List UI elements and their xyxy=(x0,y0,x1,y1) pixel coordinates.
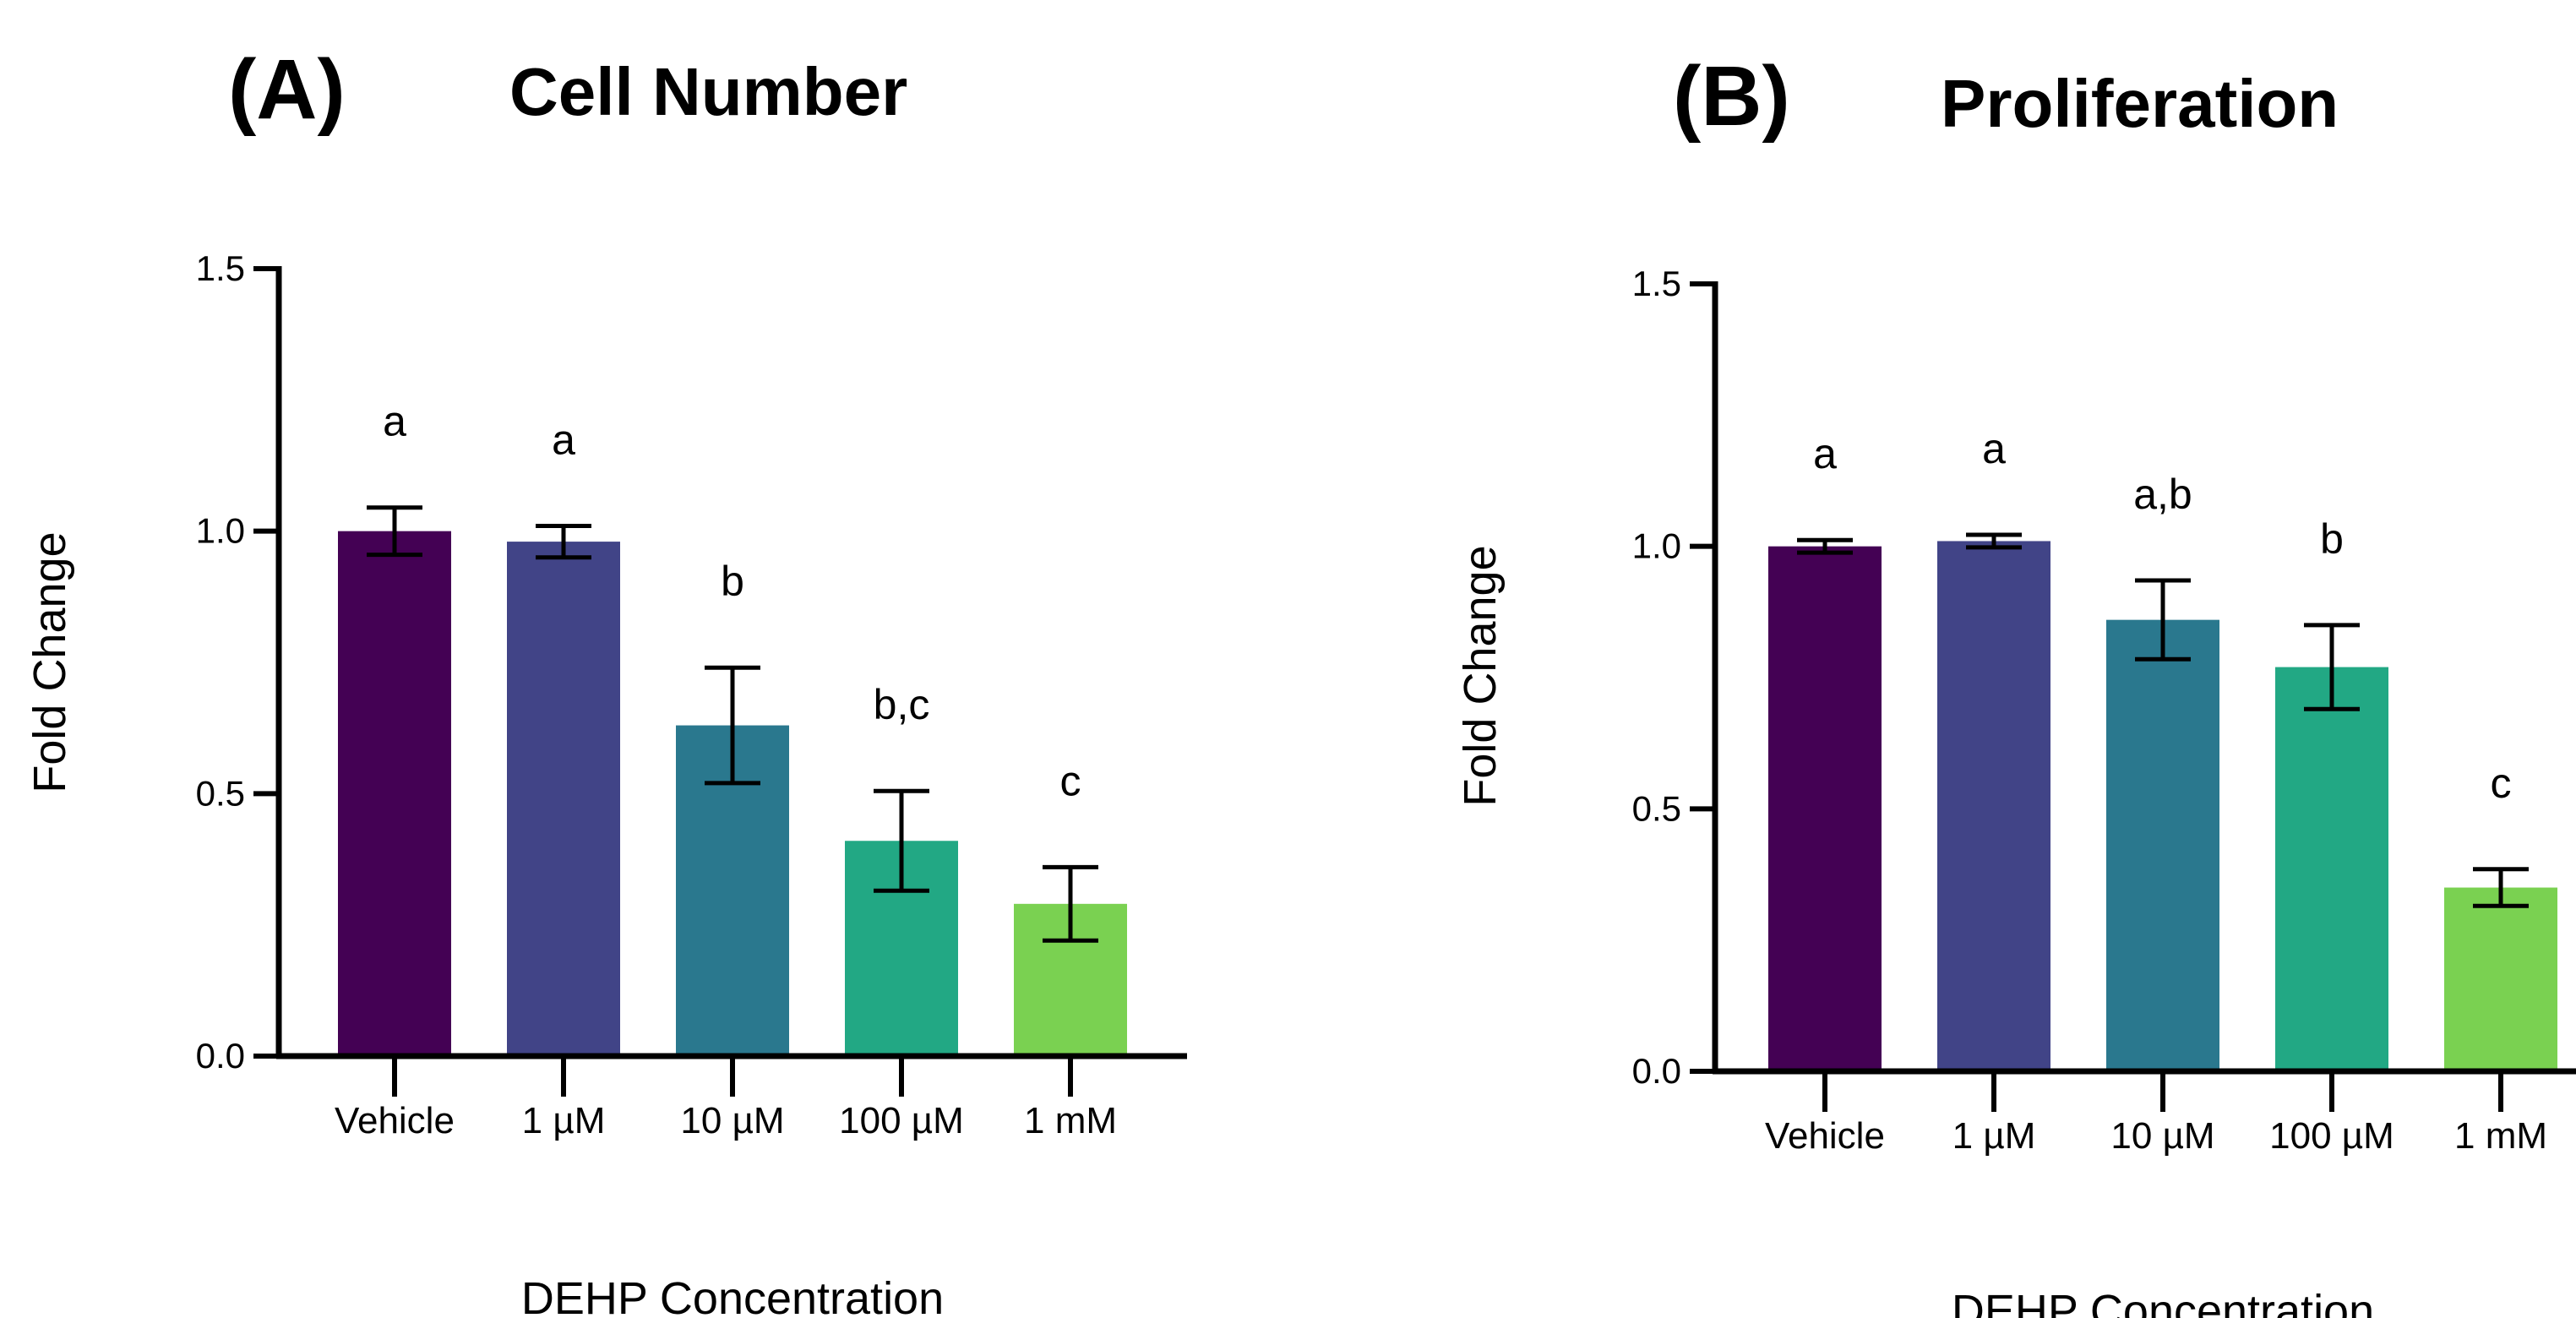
significance-label-3: b xyxy=(721,558,744,605)
x-tick-label-1: Vehicle xyxy=(1765,1115,1885,1157)
x-tick-label-2: 1 µM xyxy=(1952,1115,2036,1157)
bar-2 xyxy=(507,542,620,1056)
y-tick-label-2: 0.5 xyxy=(1632,788,1681,828)
significance-label-4: b,c xyxy=(874,681,930,728)
x-tick-label-4: 100 µM xyxy=(839,1100,964,1141)
panel-b: (B) Proliferation a Vehicle a 1 µM a,b 10 µM b 10… xyxy=(1455,49,2576,1318)
significance-label-2: a xyxy=(1982,425,2006,472)
y-tick-label-1: 0.0 xyxy=(1632,1051,1681,1091)
x-axis-title: DEHP Concentration xyxy=(521,1273,944,1318)
x-tick-label-3: 10 µM xyxy=(680,1100,784,1141)
panel-a: (A) Cell Number a Vehicle a 1 µM b 10 µM b,c 100 … xyxy=(25,42,1187,1318)
panel-label: (A) xyxy=(228,42,346,137)
y-tick-label-3: 1.0 xyxy=(1632,526,1681,566)
x-tick-label-3: 10 µM xyxy=(2110,1115,2214,1157)
x-tick-label-2: 1 µM xyxy=(522,1100,606,1141)
x-tick-label-5: 1 mM xyxy=(2454,1115,2547,1157)
bar-1 xyxy=(1768,546,1882,1071)
y-tick-label-3: 1.0 xyxy=(196,511,245,551)
bar-1 xyxy=(338,531,451,1056)
x-tick-label-1: Vehicle xyxy=(335,1100,455,1141)
y-axis-title: Fold Change xyxy=(25,531,75,792)
x-tick-label-5: 1 mM xyxy=(1024,1100,1117,1141)
y-tick-label-4: 1.5 xyxy=(196,248,245,288)
chart-title: Proliferation xyxy=(1941,66,2339,141)
y-axis-title: Fold Change xyxy=(1455,545,1506,806)
significance-label-2: a xyxy=(552,416,575,463)
bar-4 xyxy=(2275,667,2388,1071)
y-tick-label-4: 1.5 xyxy=(1632,264,1681,303)
bar-3 xyxy=(2106,619,2219,1071)
panel-label: (B) xyxy=(1673,49,1790,144)
y-tick-label-1: 0.0 xyxy=(196,1036,245,1076)
significance-label-4: b xyxy=(2320,515,2344,563)
y-tick-label-2: 0.5 xyxy=(196,773,245,813)
bar-5 xyxy=(2444,887,2557,1071)
bar-2 xyxy=(1937,541,2050,1071)
significance-label-5: c xyxy=(2491,760,2512,807)
significance-label-3: a,b xyxy=(2133,471,2192,518)
x-tick-label-4: 100 µM xyxy=(2269,1115,2394,1157)
chart-title: Cell Number xyxy=(509,54,907,129)
significance-label-5: c xyxy=(1060,757,1081,804)
significance-label-1: a xyxy=(1813,430,1837,477)
x-axis-title: DEHP Concentration xyxy=(1952,1286,2374,1318)
significance-label-1: a xyxy=(383,398,406,445)
